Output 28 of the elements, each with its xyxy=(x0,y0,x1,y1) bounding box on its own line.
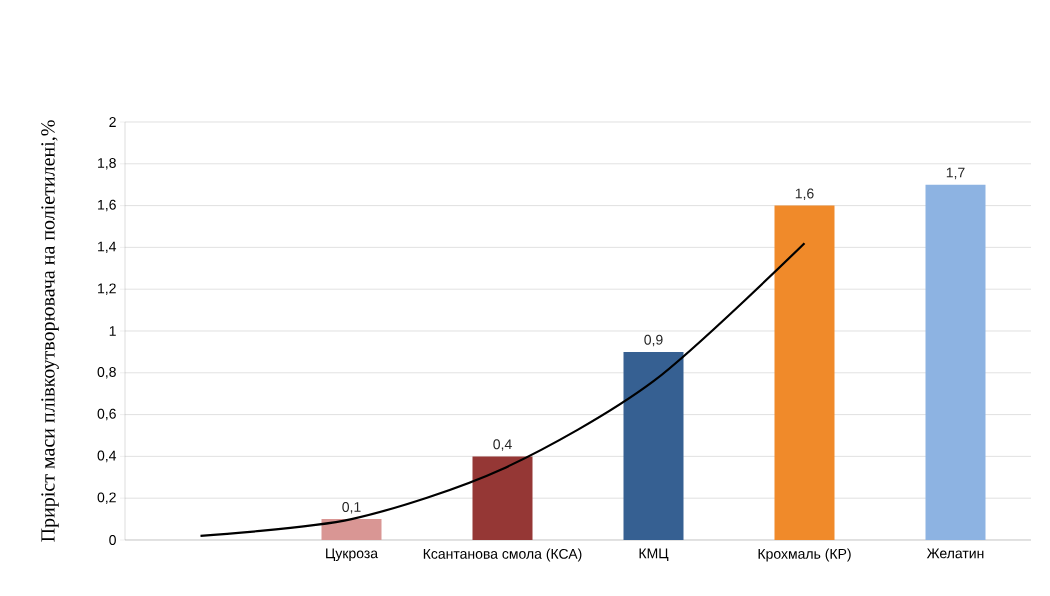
y-tick-label: 0,6 xyxy=(97,408,116,421)
bar xyxy=(925,184,986,540)
x-tick-label: КМЦ xyxy=(639,548,669,561)
data-label: 1,6 xyxy=(795,188,814,201)
data-label: 0,1 xyxy=(342,501,361,514)
x-tick-label: Ксантанова смола (КСА) xyxy=(423,548,582,562)
x-tick-label: Крохмаль (КР) xyxy=(758,548,851,562)
y-tick-label: 0,2 xyxy=(97,492,116,504)
data-label: 0,4 xyxy=(493,439,512,451)
y-tick-label: 1 xyxy=(109,326,116,336)
y-tick-label: 1,4 xyxy=(98,241,117,254)
bar xyxy=(321,519,382,540)
bar xyxy=(774,205,835,540)
bar xyxy=(623,351,684,540)
y-tick-label: 0 xyxy=(109,535,116,545)
y-tick-label: 2 xyxy=(109,117,116,127)
x-tick-label: Цукроза xyxy=(326,548,379,562)
data-label: 0,9 xyxy=(644,334,663,347)
line-series xyxy=(199,242,806,537)
data-label: 1,7 xyxy=(946,167,965,180)
x-tick-label: Желатин xyxy=(926,548,984,559)
y-tick-label: 1,6 xyxy=(98,199,116,212)
y-tick-label: 1,2 xyxy=(98,283,116,295)
y-tick-label: 0,4 xyxy=(97,450,117,463)
y-tick-label: 1,8 xyxy=(98,158,116,170)
y-tick-label: 0,8 xyxy=(97,366,116,379)
bar xyxy=(472,456,533,540)
y-axis-title: Приріст маси плівкоутворювача на поліетилені,% xyxy=(41,120,59,542)
